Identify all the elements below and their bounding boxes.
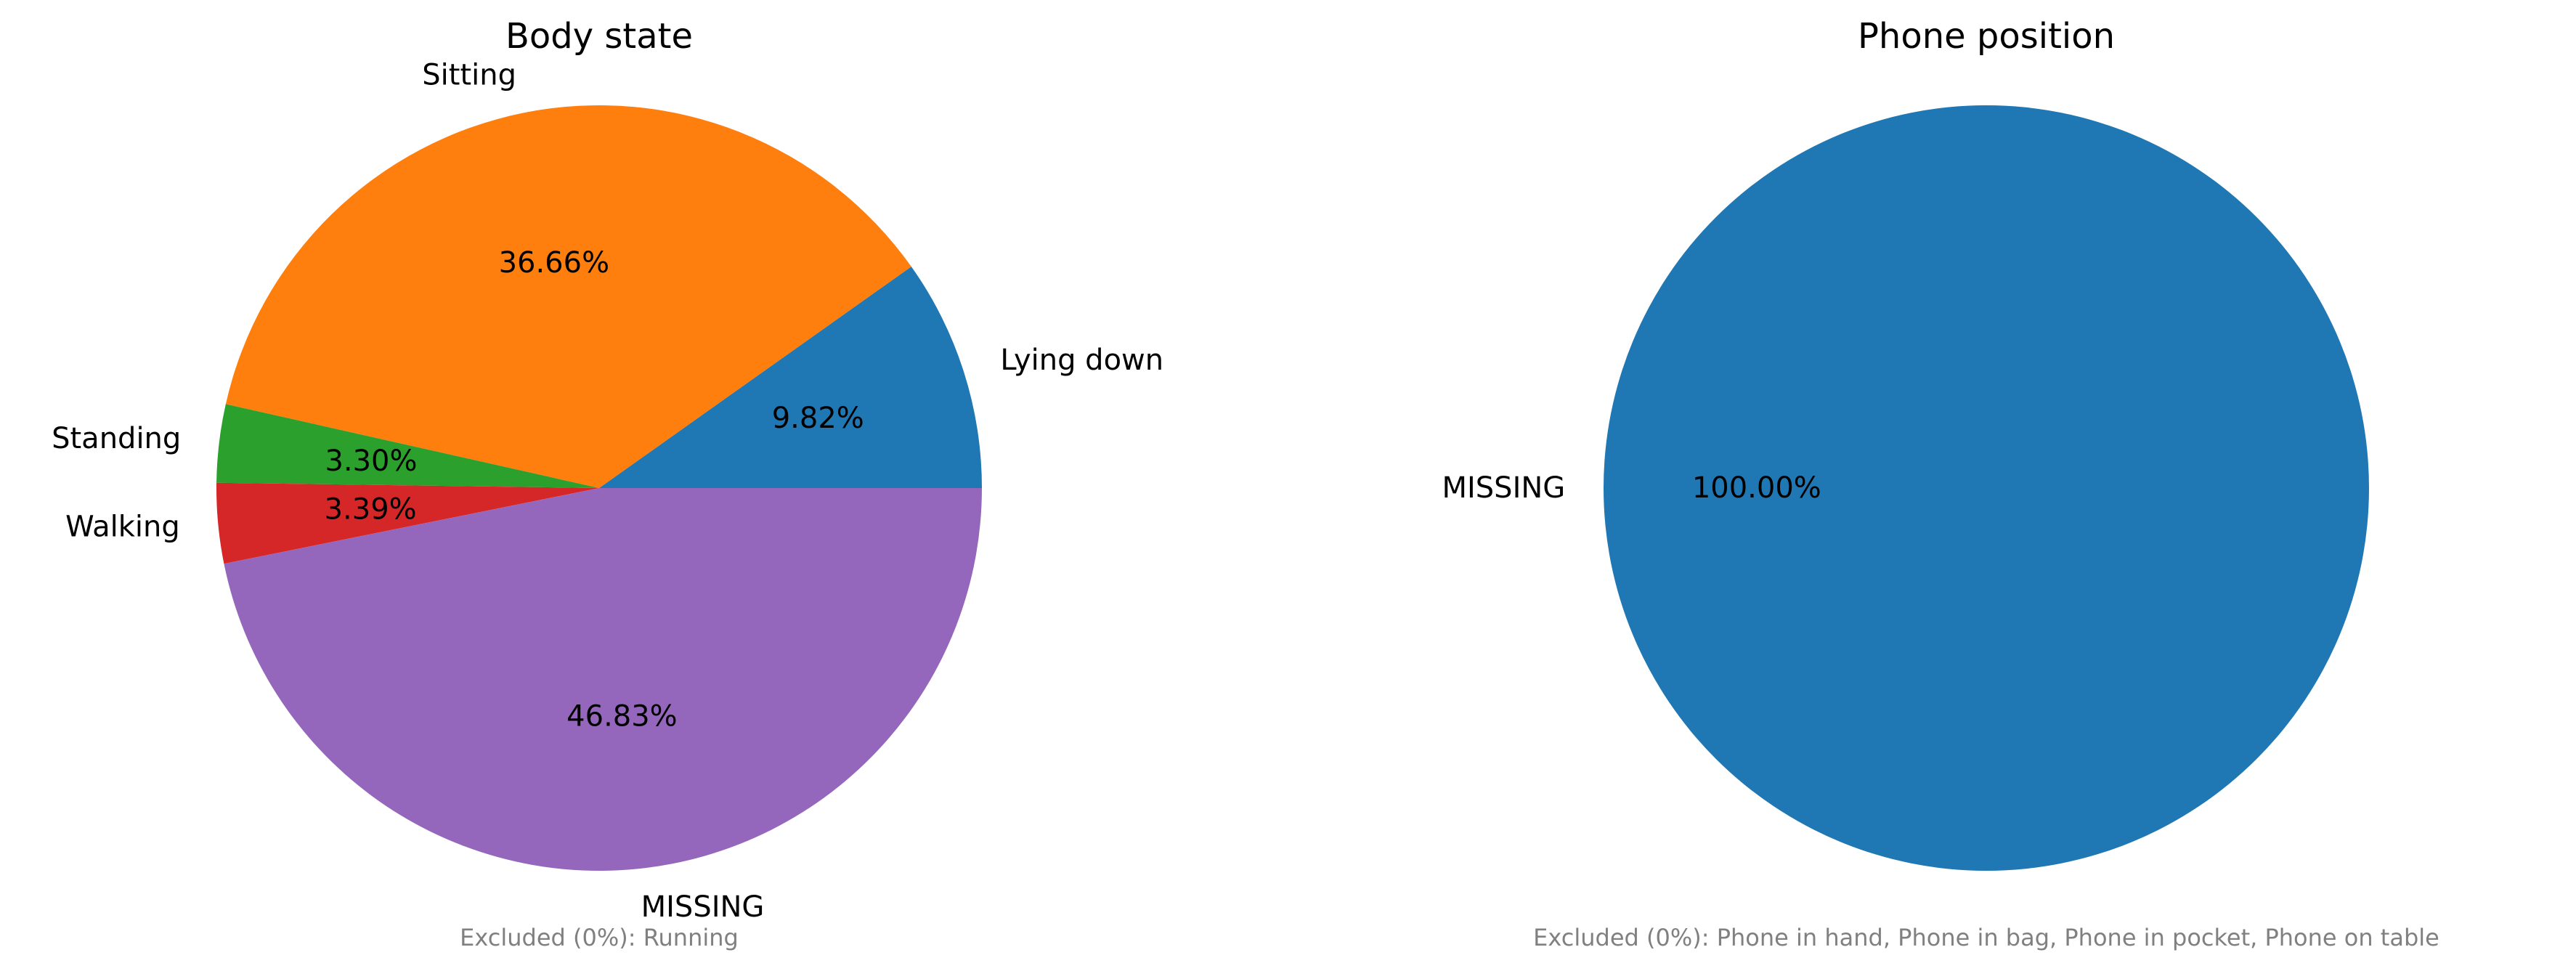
- pct-label-walking: 3.39%: [325, 492, 417, 526]
- slice-label-missing: MISSING: [641, 890, 765, 924]
- pct-label-standing: 3.30%: [325, 444, 417, 478]
- pie-labels: 9.82% Lying down 36.66% Sitting 3.30% Standin…: [52, 59, 1163, 924]
- phone-position-pie-chart: Phone position 100.00% MISSING Excluded (…: [1442, 16, 2439, 951]
- body-state-pie-chart: Body state 9.82% Lying down 36.66% Sitting 3…: [52, 16, 1163, 951]
- pie-slice-walking: [216, 482, 599, 564]
- slice-label-standing: Standing: [52, 422, 181, 455]
- excluded-note: Excluded (0%): Running: [460, 924, 739, 951]
- excluded-note: Excluded (0%): Phone in hand, Phone in b…: [1533, 924, 2439, 951]
- pct-label-missing: 100.00%: [1692, 471, 1821, 505]
- pie-slice-lying-down: [599, 267, 982, 488]
- slice-label-walking: Walking: [65, 511, 180, 544]
- pie-slices: [1604, 105, 2369, 871]
- pie-slice-sitting: [225, 105, 911, 489]
- pie-slice-standing: [216, 404, 599, 488]
- pie-slice-missing: [1604, 105, 2369, 871]
- slice-label-sitting: Sitting: [422, 59, 516, 92]
- pct-label-sitting: 36.66%: [499, 246, 610, 280]
- chart-title: Phone position: [1858, 16, 2115, 57]
- pie-labels: 100.00% MISSING: [1442, 471, 1821, 505]
- slice-label-missing: MISSING: [1442, 471, 1565, 505]
- pct-label-missing: 46.83%: [566, 700, 678, 734]
- pie-slice-missing: [224, 488, 982, 871]
- pct-label-lying-down: 9.82%: [772, 402, 864, 435]
- slice-label-lying-down: Lying down: [1000, 344, 1163, 377]
- pie-slices: [216, 105, 982, 871]
- chart-title: Body state: [505, 16, 693, 57]
